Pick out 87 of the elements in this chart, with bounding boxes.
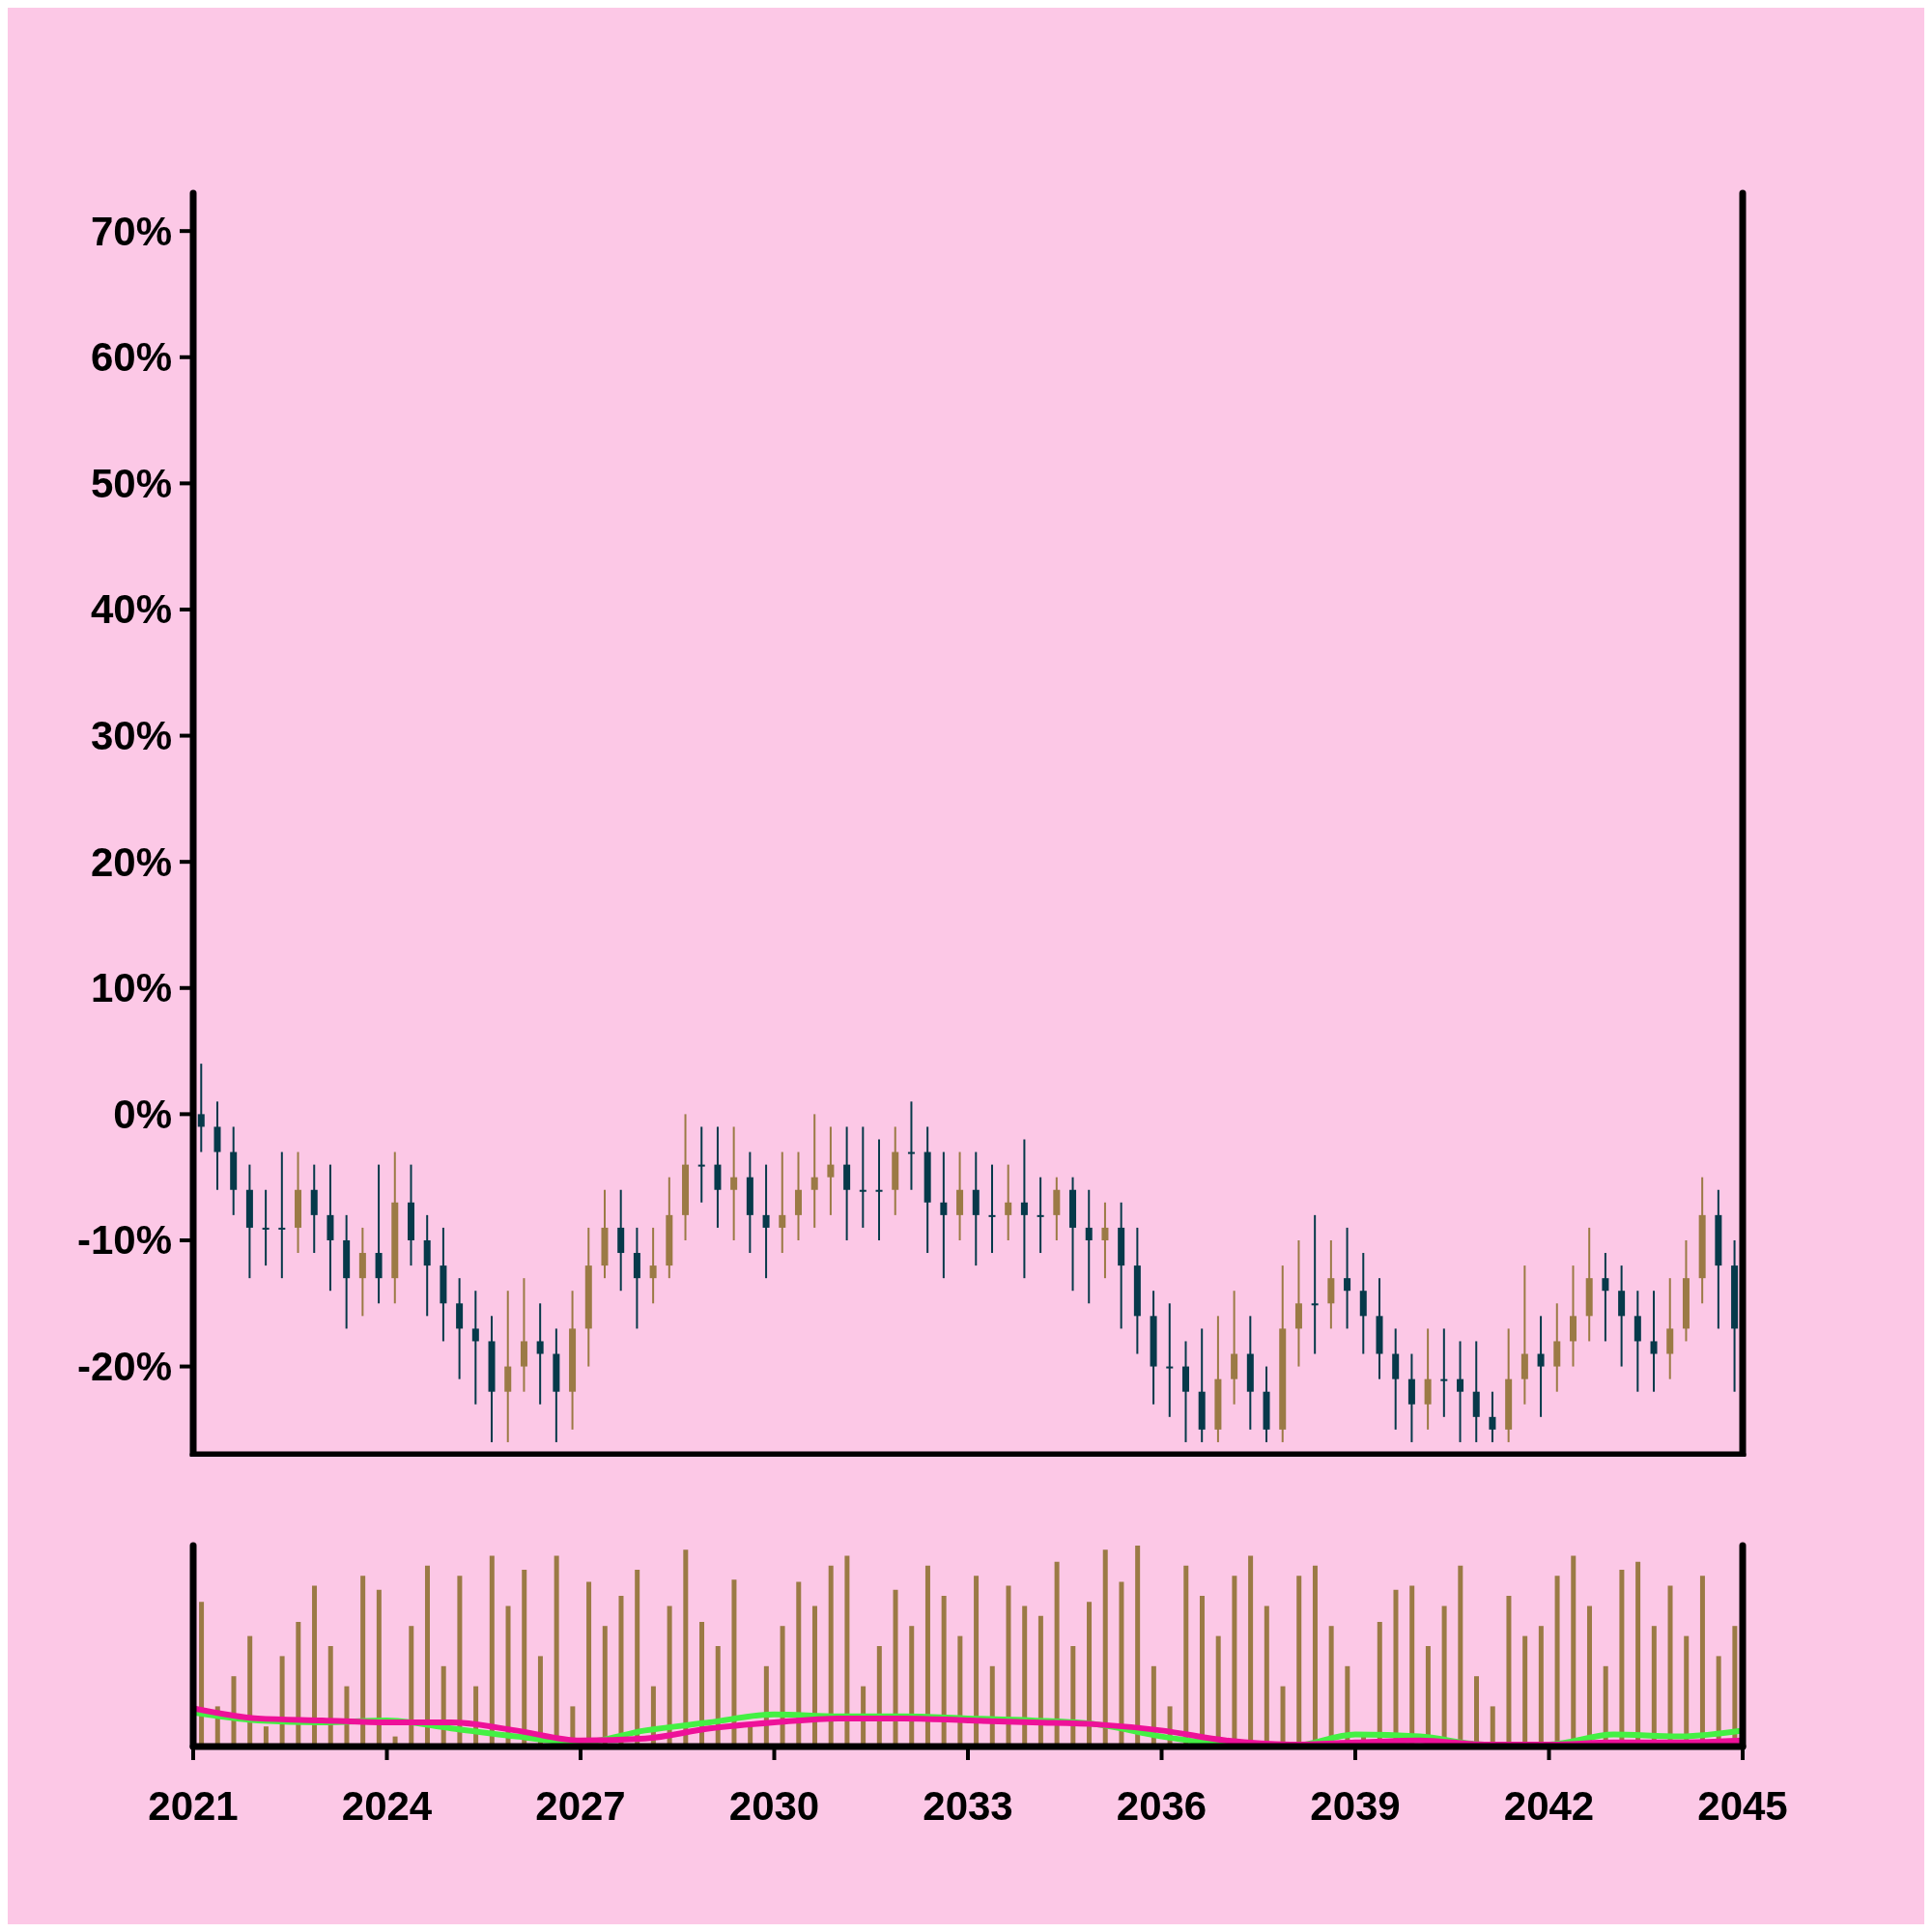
y-tick-label: 40% [90,586,172,633]
bar [424,1565,430,1747]
candlestick [730,1125,738,1241]
candlestick [262,1188,270,1267]
bar [1087,1602,1093,1747]
x-tick-label: 2045 [1697,1782,1788,1829]
y-tick-label: -20% [76,1344,172,1390]
candlestick [1166,1302,1174,1418]
bar [376,1589,382,1747]
x-tick-label: 2024 [341,1782,433,1829]
bar [844,1555,850,1747]
candlestick [988,1163,996,1255]
candlestick [1020,1138,1028,1280]
candlestick [810,1113,818,1229]
candlestick [940,1151,948,1280]
bar [941,1596,947,1747]
bar [618,1596,624,1747]
x-tick-label: 2030 [728,1782,820,1829]
candlestick [278,1151,286,1280]
x-tick-label: 2033 [923,1782,1013,1829]
bar [1135,1546,1141,1747]
candlestick [1344,1226,1351,1330]
candlestick [762,1163,770,1280]
bar [635,1569,640,1747]
candlestick [875,1138,883,1241]
bar [1119,1581,1124,1747]
bar [731,1579,737,1747]
bar [505,1605,511,1747]
bar [1102,1549,1108,1747]
candlestick [197,1063,205,1153]
bar [1022,1605,1028,1747]
candlestick [1457,1340,1464,1443]
candlestick [1101,1201,1109,1280]
candlestick [827,1125,835,1216]
bar [247,1635,253,1747]
bar [974,1576,980,1747]
x-tick-label: 2036 [1116,1782,1208,1829]
bar [893,1589,898,1747]
bar [522,1569,527,1747]
bar [1070,1646,1076,1747]
y-tick-label: 70% [90,208,172,254]
bar [667,1605,672,1747]
candlestick [1650,1290,1658,1393]
candlestick [1537,1315,1545,1418]
bar [457,1576,463,1747]
bar [489,1555,495,1747]
candlestick [859,1125,867,1229]
y-tick-label: 20% [90,838,172,885]
candlestick [907,1100,915,1191]
x-tick-label: 2042 [1503,1782,1595,1829]
candlestick [697,1125,705,1204]
y-tick-label: -10% [76,1217,172,1264]
candlestick [649,1226,657,1305]
bar [1037,1615,1043,1747]
bar [957,1635,963,1747]
x-tick-label: 2021 [148,1782,239,1829]
bar [1054,1561,1060,1747]
y-tick-label: 30% [90,713,172,759]
candlestick [471,1290,479,1406]
bar [796,1581,802,1747]
candlestick [1602,1252,1609,1343]
bar [360,1576,366,1747]
bar [602,1626,608,1747]
y-tick-label: 10% [90,965,172,1011]
candlestick [1037,1176,1044,1255]
y-tick-label: 0% [113,1091,172,1137]
bar [828,1565,834,1747]
candlestick [1489,1390,1496,1443]
x-tick-label: 2039 [1310,1782,1401,1829]
bar [909,1626,915,1747]
candlestick [536,1302,544,1406]
candlestick [1005,1163,1012,1241]
candlestick [1440,1327,1448,1418]
candlestick [779,1151,786,1255]
bar [409,1626,414,1747]
bar [1183,1565,1189,1747]
y-tick-label: 50% [90,460,172,506]
bar [1006,1585,1011,1747]
bar [924,1565,930,1747]
y-tick-label: 60% [90,334,172,381]
candlestick [1085,1188,1093,1305]
candlestick [1311,1213,1319,1355]
bar [683,1549,689,1747]
bar [296,1622,301,1747]
x-tick-label: 2027 [535,1782,626,1829]
bar [312,1585,318,1747]
bar [811,1605,817,1747]
